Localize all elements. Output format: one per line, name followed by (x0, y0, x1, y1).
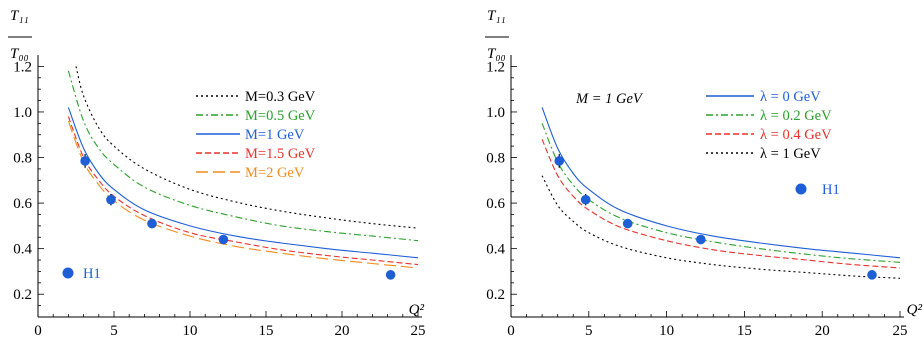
ylabel-numerator: T₁₁ (487, 8, 506, 24)
legend-label-lambda1: λ = 1 GeV (760, 146, 821, 162)
y-tick-label: 0.8 (13, 151, 32, 167)
series-line (67, 70, 419, 242)
legend-label-lambda04: λ = 0.4 GeV (760, 127, 832, 143)
h1-legend-label: H1 (83, 266, 101, 282)
ylabel-numerator: T₁₁ (10, 8, 29, 24)
h1-data-point (106, 194, 116, 205)
series-line (541, 107, 901, 259)
y-tick-label: 0.2 (486, 287, 505, 303)
h1-legend-marker (62, 267, 74, 279)
y-tick-label: 0.6 (486, 196, 505, 212)
xlabel: Q² (409, 302, 425, 318)
y-tick-label: 0.2 (13, 287, 32, 303)
x-tick-label: 10 (659, 323, 674, 339)
h1-legend-label: H1 (822, 182, 840, 198)
legend-label-m05: M=0.5 GeV (245, 108, 316, 124)
series-line (67, 107, 419, 259)
legend-label-m03: M=0.3 GeV (245, 89, 316, 105)
chart-left: T₁₁ T₀₀ Q² M=0.3 GeV M=0.5 GeV M=1 GeV M… (8, 8, 426, 339)
h1-data-point (696, 234, 706, 245)
y-tick-label: 1.0 (486, 105, 505, 121)
series-line (67, 120, 419, 269)
h1-data-point (385, 270, 396, 280)
x-tick-label: 15 (259, 323, 274, 339)
series-line (541, 139, 901, 269)
h1-data-point (218, 234, 229, 245)
x-tick-label: 20 (335, 323, 350, 339)
series-line (75, 66, 419, 229)
legend-label-m1: M=1 GeV (245, 127, 305, 143)
x-tick-label: 5 (110, 323, 118, 339)
y-tick-label: 0.4 (13, 242, 32, 258)
xlabel: Q² (907, 302, 923, 318)
y-tick-label: 0.4 (486, 242, 505, 258)
h1-data-point (867, 270, 877, 280)
y-tick-label: 0.6 (13, 196, 32, 212)
h1-data-point (80, 156, 90, 166)
series-line (541, 123, 901, 263)
legend-label-lambda0: λ = 0 GeV (760, 89, 821, 105)
x-tick-label: 20 (815, 323, 830, 339)
x-tick-label: 15 (737, 323, 752, 339)
series-line (67, 116, 419, 266)
legend-label-lambda02: λ = 0.2 GeV (760, 108, 832, 124)
ylabel-denominator: T₀₀ (10, 46, 29, 62)
y-tick-label: 0.8 (486, 151, 505, 167)
x-tick-label: 25 (411, 323, 426, 339)
h1-data-point (622, 218, 633, 229)
h1-data-point (554, 156, 565, 166)
chart-right: T₁₁ T₀₀ Q² M = 1 GeV λ = 0 GeV λ = 0.2 G… (485, 8, 922, 339)
h1-data-point (580, 194, 591, 205)
y-tick-label: 1.2 (486, 59, 505, 75)
x-tick-label: 0 (34, 323, 42, 339)
mass-annotation: M = 1 GeV (575, 91, 644, 107)
series-line (541, 175, 901, 279)
x-tick-label: 0 (507, 323, 515, 339)
h1-data-point (147, 218, 157, 229)
y-tick-label: 1.0 (13, 105, 32, 121)
h1-legend-marker (795, 183, 807, 195)
x-tick-label: 25 (893, 323, 908, 339)
x-tick-label: 10 (183, 323, 198, 339)
y-tick-label: 1.2 (13, 59, 32, 75)
x-tick-label: 5 (585, 323, 593, 339)
legend-label-m15: M=1.5 GeV (245, 146, 316, 162)
legend-label-m2: M=2 GeV (245, 165, 305, 181)
ylabel-denominator: T₀₀ (487, 46, 506, 62)
